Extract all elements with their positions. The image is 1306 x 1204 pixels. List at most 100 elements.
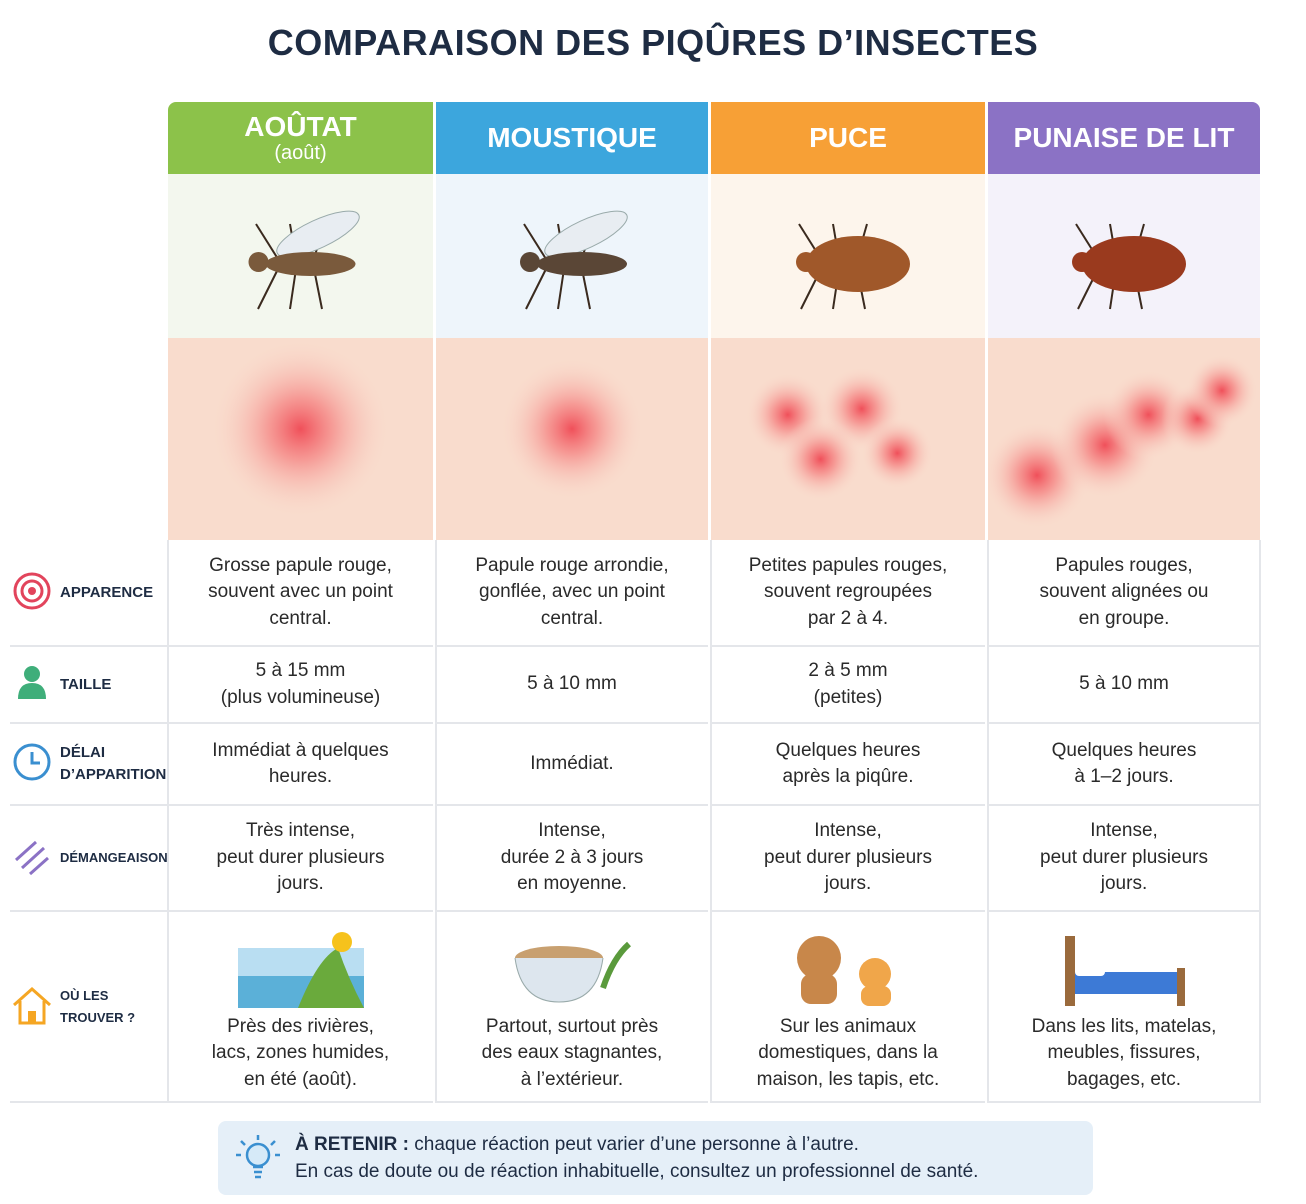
row-label: OÙ LES TROUVER ? [10, 912, 168, 1103]
table-cell: 5 à 10 mm [436, 647, 708, 724]
skin-image [168, 338, 433, 540]
cell-line: peut durer plusieurs [1040, 846, 1208, 868]
row-icon-svg [13, 572, 51, 609]
row-icon [10, 569, 54, 617]
row-label-text: DÉMANGEAISON [60, 847, 168, 869]
column-name: PUNAISE DE LIT [1013, 122, 1235, 153]
table-cell: Sur les animaux domestiques, dans la maiso… [711, 912, 985, 1103]
column-name: AOÛTAT [244, 111, 357, 142]
note-box: À RETENIR : chaque réaction peut varier … [218, 1121, 1093, 1195]
column-name: MOUSTIQUE [487, 122, 657, 153]
insect-image-svg [796, 223, 910, 310]
cell-line: gonflée, avec un point [479, 581, 665, 603]
row-label-line: DÉLAI [60, 744, 105, 761]
table-cell: Intense, peut durer plusieurs jours. [988, 806, 1260, 912]
cell-line: domestiques, dans la [758, 1042, 938, 1063]
insect-image-svg [1072, 223, 1186, 310]
table-cell: Papules rouges, souvent alignées ou en gro… [988, 540, 1260, 647]
skin-image [982, 338, 1260, 540]
page-title: COMPARAISON DES PIQÛRES D’INSECTES [267, 22, 1039, 63]
place-icon-svg [1065, 936, 1185, 1006]
column-divider [167, 540, 169, 1103]
cell-line: 5 à 15 mm [255, 660, 346, 681]
cell-line: Près des rivières, [227, 1015, 374, 1037]
row-icon-svg [14, 840, 49, 876]
insect-image [988, 174, 1260, 338]
skin-image [436, 338, 708, 540]
cell-line: après la piqûre. [782, 766, 914, 787]
skin-image [711, 338, 985, 540]
row-label-line: OÙ LES TROUVER ? [60, 987, 136, 1025]
note-label: À RETENIR : [295, 1134, 409, 1155]
cell-line: Papule rouge arrondie, [475, 554, 669, 576]
cell-line: durée 2 à 3 jours [500, 846, 644, 868]
insect-image-svg [248, 210, 360, 310]
cell-line: jours. [1100, 873, 1148, 895]
table-cell: Très intense, peut durer plusieurs jours. [168, 806, 433, 912]
insect-image [168, 174, 433, 338]
cell-line: en moyenne. [517, 873, 627, 895]
place-icon [509, 928, 635, 1019]
row-label-line: APPARENCE [60, 583, 154, 601]
place-icon [237, 928, 364, 1019]
cell-line: Très intense, [245, 820, 356, 842]
skin-image-svg [745, 366, 934, 502]
cell-line: jours. [824, 873, 872, 895]
table-cell: Papule rouge arrondie, gonflée, avec un p… [436, 540, 708, 647]
table-cell: Intense, peut durer plusieurs jours. [711, 806, 985, 912]
place-icon [1061, 928, 1187, 1019]
cell-line: peut durer plusieurs [764, 846, 932, 868]
column-header: MOUSTIQUE [436, 102, 708, 174]
column-header: AOÛTAT (août) [168, 102, 433, 174]
column-divider [1259, 540, 1261, 1103]
cell-line: central. [540, 607, 604, 629]
skin-image-svg [500, 356, 644, 501]
cell-line: Quelques heures [775, 739, 921, 761]
cell-line: à 1–2 jours. [1074, 766, 1174, 787]
row-icon [10, 740, 54, 788]
cell-line: Quelques heures [1051, 739, 1197, 761]
skin-image-svg [210, 338, 391, 519]
cell-line: souvent alignées ou [1039, 581, 1209, 603]
table-cell: Immédiat. [436, 724, 708, 806]
skin-image-svg [982, 354, 1258, 530]
cell-line: en été (août). [243, 1068, 358, 1090]
cell-line: (plus volumineuse) [220, 686, 381, 708]
table-cell: 2 à 5 mm (petites) [711, 647, 985, 724]
note-line: chaque réaction peut varier d’une person… [414, 1134, 859, 1155]
cell-line: peut durer plusieurs [216, 846, 385, 868]
column-divider [710, 540, 712, 1103]
cell-line: Dans les lits, matelas, [1031, 1015, 1217, 1037]
row-label-text: APPARENCE [60, 582, 153, 604]
table-cell: Partout, surtout près des eaux stagnantes… [436, 912, 708, 1103]
cell-line: par 2 à 4. [807, 607, 889, 629]
cell-line: Intense, [1090, 820, 1158, 842]
cell-line: bagages, etc. [1066, 1068, 1182, 1090]
row-label-line: D’APPARITION [60, 766, 167, 783]
row-icon-svg [13, 743, 51, 781]
place-icon-svg [514, 941, 632, 1003]
cell-line: des eaux stagnantes, [481, 1042, 663, 1063]
column-divider [435, 540, 437, 1103]
cell-line: jours. [277, 873, 324, 895]
cell-line: heures. [268, 766, 333, 787]
cell-line: (petites) [813, 686, 883, 708]
cell-line: Sur les animaux [779, 1015, 917, 1037]
table-cell: Immédiat à quelques heures. [168, 724, 433, 806]
cell-line: Intense, [814, 820, 882, 842]
cell-line: Partout, surtout près [485, 1015, 659, 1037]
column-divider [987, 540, 989, 1103]
cell-line: souvent avec un point [208, 581, 393, 603]
table-cell: Quelques heures après la piqûre. [711, 724, 985, 806]
row-label: APPARENCE [10, 540, 168, 647]
cell-line: souvent regroupées [764, 581, 932, 603]
row-icon [10, 983, 54, 1031]
row-label-line: DÉMANGEAISON [60, 850, 168, 865]
table-cell: Grosse papule rouge, souvent avec un poin… [168, 540, 433, 647]
cell-line: 5 à 10 mm [527, 673, 617, 695]
cell-line: Grosse papule rouge, [209, 554, 392, 576]
column-name: PUCE [809, 122, 887, 153]
row-icon-svg [13, 986, 51, 1024]
cell-line: central. [269, 607, 332, 629]
